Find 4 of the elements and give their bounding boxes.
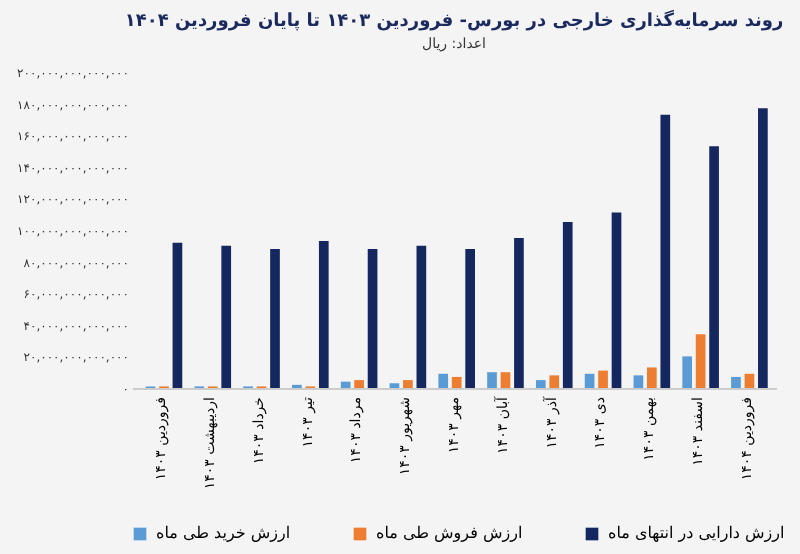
- legend-label: ارزش خرید طی ماه: [156, 524, 291, 542]
- legend-label: ارزش فروش طی ماه: [376, 524, 523, 542]
- chart-title: روند سرمایه‌گذاری خارجی در بورس- فروردین ۱۴۰۳ تا پایان فروردین ۱۴۰۴: [124, 8, 784, 32]
- legend-label: ارزش دارایی در انتهای ماه: [608, 524, 785, 542]
